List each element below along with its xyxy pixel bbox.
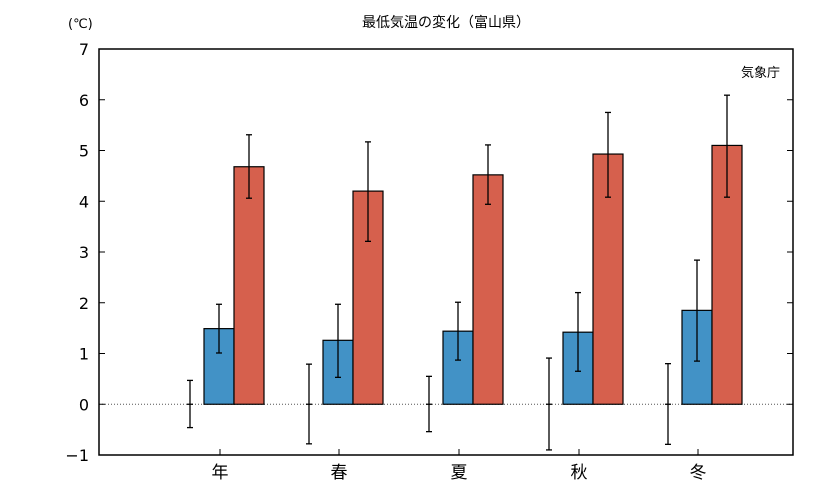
x-tick-label: 冬 (690, 463, 707, 483)
x-tick-label: 年 (212, 463, 229, 483)
y-tick-label: 3 (79, 243, 89, 262)
bar-red (472, 174, 504, 405)
bar-red (233, 166, 265, 405)
y-tick-label: 5 (79, 142, 89, 161)
y-tick-label: 6 (79, 91, 89, 110)
plot-frame (98, 48, 794, 456)
y-tick-label: 2 (79, 294, 89, 313)
y-tick-label: 4 (79, 192, 89, 211)
y-tick-label: −1 (65, 446, 89, 465)
y-axis-label: (℃) (68, 17, 93, 32)
chart-title: 最低気温の変化（富山県） (362, 14, 530, 31)
x-tick-label: 春 (331, 463, 348, 483)
source-annotation: 気象庁 (741, 65, 780, 81)
y-tick-label: 1 (79, 345, 89, 364)
y-tick-label: 7 (79, 40, 89, 59)
x-tick-label: 秋 (571, 463, 588, 483)
x-tick-label: 夏 (451, 463, 468, 483)
y-tick-label: 0 (79, 395, 89, 414)
